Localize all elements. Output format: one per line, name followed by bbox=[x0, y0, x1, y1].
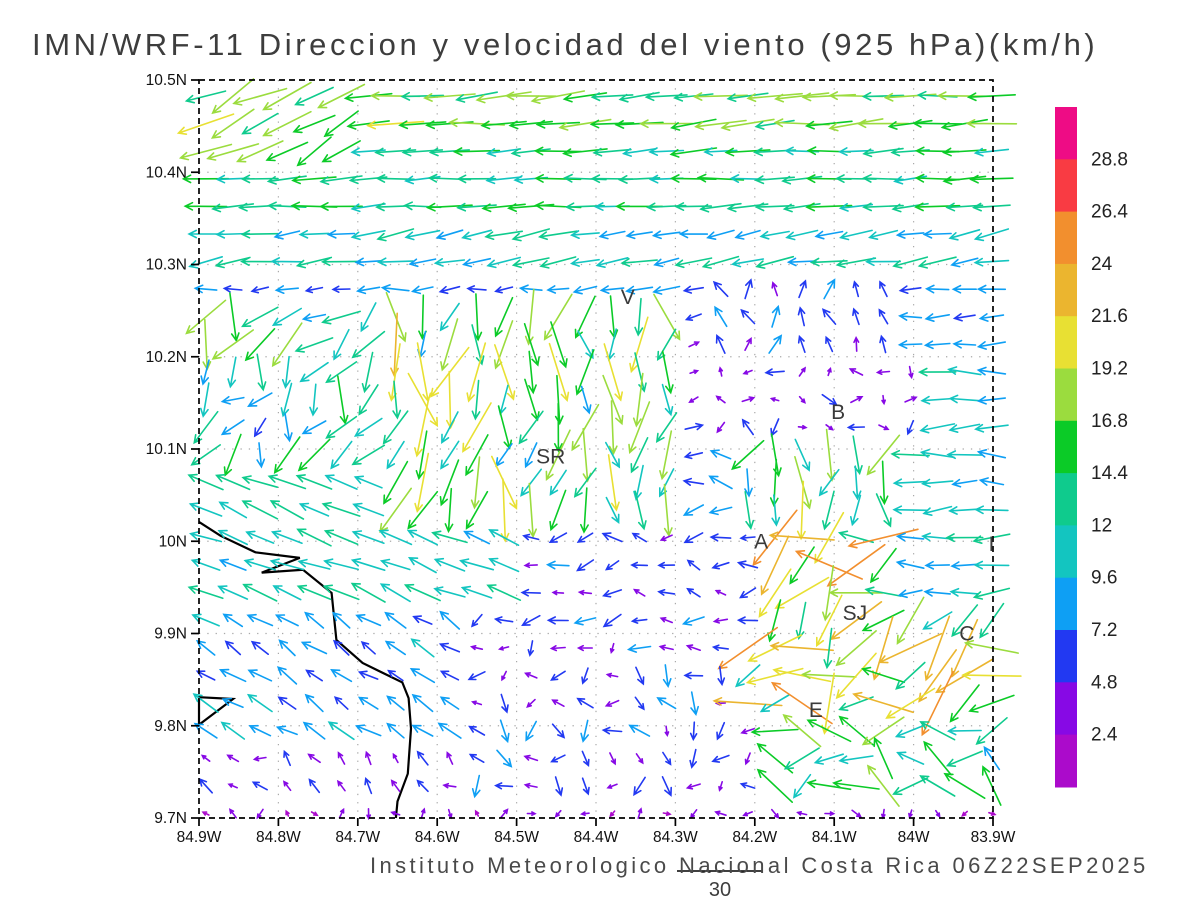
coastline-path bbox=[198, 520, 413, 819]
colorbar-segment bbox=[1055, 263, 1077, 317]
colorbar-tick-label: 12 bbox=[1091, 515, 1112, 536]
reference-vector: 30 bbox=[677, 870, 763, 900]
lat-tick-label: 10N bbox=[159, 533, 187, 550]
reference-vector-label: 30 bbox=[709, 879, 731, 900]
colorbar-tick-label: 26.4 bbox=[1091, 202, 1128, 223]
colorbar-tick-label: 19.2 bbox=[1091, 359, 1128, 380]
colorbar-tick-label: 24 bbox=[1091, 254, 1113, 275]
colorbar-tick-label: 7.2 bbox=[1091, 620, 1117, 641]
lat-tick-label: 10.4N bbox=[146, 164, 187, 181]
colorbar-tick-label: 4.8 bbox=[1091, 672, 1117, 693]
lat-tick-label: 9.9N bbox=[154, 626, 187, 643]
lon-tick-label: 84.8W bbox=[256, 829, 301, 846]
lon-tick-label: 84.6W bbox=[415, 829, 460, 846]
colorbar-tick-label: 21.6 bbox=[1091, 306, 1128, 327]
lon-tick-label: 84.5W bbox=[494, 829, 539, 846]
colorbar-segment bbox=[1055, 525, 1077, 579]
city-label-v: V bbox=[621, 286, 635, 309]
lat-tick-label: 9.8N bbox=[154, 718, 187, 735]
chart-title: IMN/WRF-11 Direccion y velocidad del vie… bbox=[32, 27, 1099, 62]
colorbar-segment bbox=[1055, 682, 1077, 736]
lon-axis-labels: 84.9W 84.8W 84.7W 84.6W 84.5W 84.4W 84.3W 84.2W… bbox=[177, 829, 1016, 846]
lat-tick-label: 10.2N bbox=[146, 349, 187, 366]
colorbar-segment bbox=[1055, 734, 1077, 788]
lat-tick-label: 9.7N bbox=[154, 810, 187, 827]
lon-tick-label: 84.2W bbox=[732, 829, 777, 846]
lat-tick-label: 10.3N bbox=[146, 257, 187, 274]
colorbar-segment bbox=[1055, 316, 1077, 370]
colorbar-tick-label: 9.6 bbox=[1091, 568, 1117, 589]
colorbar-tick-label: 16.8 bbox=[1091, 411, 1128, 432]
lon-tick-label: 84.9W bbox=[177, 829, 222, 846]
lon-tick-label: 84.4W bbox=[574, 829, 619, 846]
colorbar-segment bbox=[1055, 420, 1077, 474]
colorbar-segment bbox=[1055, 473, 1077, 526]
lon-tick-label: 83.9W bbox=[971, 829, 1016, 846]
city-label-i: I bbox=[988, 533, 994, 556]
lat-axis-labels: 10.5N 10.4N 10.3N 10.2N 10.1N 10N 9.9N 9.8N 9.7N bbox=[146, 72, 187, 827]
colorbar: 28.8 26.4 24 21.6 19.2 16.8 14.4 12 9.6 7.2 4.8 2.4 bbox=[1055, 107, 1128, 788]
city-label-c: C bbox=[959, 623, 974, 646]
lat-tick-label: 10.1N bbox=[146, 441, 187, 458]
colorbar-segment bbox=[1055, 159, 1077, 213]
colorbar-segment bbox=[1055, 577, 1077, 631]
city-label-a: A bbox=[754, 530, 768, 553]
axis-ticks bbox=[191, 79, 994, 826]
lat-tick-label: 10.5N bbox=[146, 72, 187, 89]
colorbar-segment bbox=[1055, 368, 1077, 422]
city-label-sj: SJ bbox=[843, 602, 868, 625]
colorbar-segment bbox=[1055, 630, 1077, 683]
colorbar-tick-label: 2.4 bbox=[1091, 725, 1118, 746]
city-label-e: E bbox=[809, 699, 823, 722]
colorbar-segment bbox=[1055, 211, 1077, 265]
city-label-sr: SR bbox=[536, 445, 565, 468]
lon-tick-label: 84W bbox=[898, 829, 930, 846]
colorbar-segment bbox=[1055, 107, 1077, 160]
city-labels: V SR B A SJ C E I bbox=[536, 286, 994, 722]
lon-tick-label: 84.1W bbox=[812, 829, 857, 846]
colorbar-tick-label: 14.4 bbox=[1091, 463, 1128, 484]
colorbar-tick-label: 28.8 bbox=[1091, 149, 1128, 170]
lon-tick-label: 84.3W bbox=[653, 829, 698, 846]
graticule-grid bbox=[199, 80, 993, 818]
credit-text: Instituto Meteorologico Nacional Costa R… bbox=[370, 853, 1149, 878]
wind-arrows bbox=[176, 78, 1022, 821]
lon-tick-label: 84.7W bbox=[335, 829, 380, 846]
city-label-b: B bbox=[831, 401, 845, 424]
